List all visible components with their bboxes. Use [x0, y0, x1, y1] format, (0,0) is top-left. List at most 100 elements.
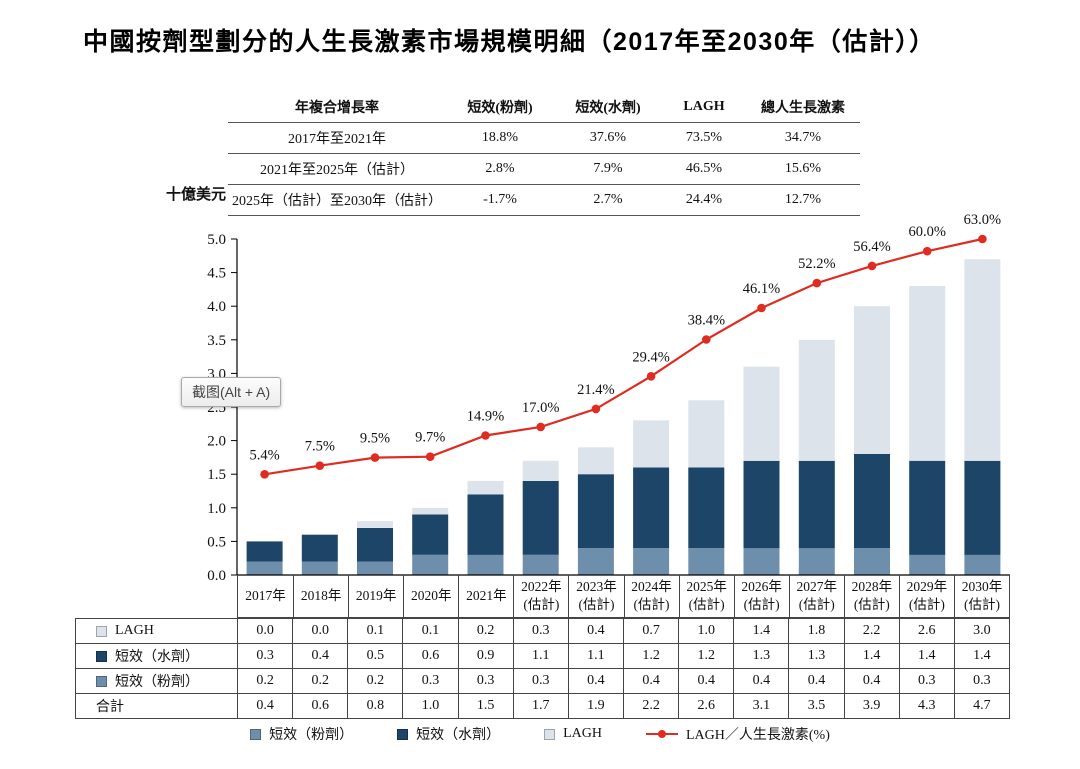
cagr-value-cell: 73.5% — [662, 122, 746, 154]
legend-swatch — [397, 728, 409, 740]
data-table-cell: 2.2 — [844, 619, 900, 644]
cagr-value-cell: 15.6% — [746, 153, 860, 185]
line-point — [260, 470, 269, 479]
cagr-value-cell: 2.8% — [446, 153, 554, 185]
line-point-label: 63.0% — [964, 212, 1001, 228]
year-axis-label: 2029年 (估計) — [898, 575, 954, 617]
data-table-cell: 0.2 — [348, 669, 404, 694]
chart-title: 中國按劑型劃分的人生長激素市場規模明細（2017年至2030年（估計）） — [83, 28, 936, 56]
year-axis-label: 2028年 (估計) — [843, 575, 899, 617]
legend-label: LAGH／人生長激素(%) — [686, 728, 830, 743]
line-point — [757, 303, 766, 313]
data-table-cell: 3.0 — [954, 619, 1010, 644]
data-table-row-label: 短效（粉劑） — [76, 669, 238, 694]
bar-segment — [798, 548, 835, 575]
year-axis-label: 2030年 (估計) — [953, 575, 1009, 617]
data-table-cell: 2.2 — [623, 694, 680, 719]
data-table-cell: 2.6 — [899, 619, 955, 644]
year-axis-label: 2022年 (估計) — [513, 575, 568, 617]
bar-segment — [522, 480, 559, 555]
cagr-body: 2017年至2021年 18.8% 37.6% 73.5% 34.7% 2021年至202… — [228, 122, 860, 216]
y-tick-label: 3.5 — [207, 333, 226, 349]
legend-item: LAGH — [544, 726, 602, 742]
year-axis-label: 2024年 (估計) — [623, 575, 679, 617]
data-table-cell: 1.0 — [679, 619, 735, 644]
screenshot-tooltip[interactable]: 截图(Alt + A) — [181, 377, 282, 407]
year-axis-label: 2026年 (估計) — [733, 575, 789, 617]
data-table-cell: 0.2 — [458, 619, 514, 644]
data-table-cell: 4.7 — [954, 694, 1010, 719]
data-table-cell: 0.3 — [458, 669, 514, 694]
year-axis-label: 2023年 (估計) — [568, 575, 623, 617]
bar-segment — [412, 554, 449, 575]
line-point-label: 5.4% — [249, 447, 279, 463]
cagr-header-cell: 總人生長激素 — [746, 92, 860, 123]
data-table-row: 合計 0.4 0.6 0.8 1.0 1.5 1.7 1.9 2.2 2.6 3.1 3.5 3.9 4.… — [76, 694, 1010, 719]
data-table-cell: 0.4 — [844, 669, 900, 694]
y-tick-label: 0.5 — [207, 534, 226, 550]
cagr-value-cell: 7.9% — [554, 153, 662, 185]
legend-label: LAGH — [563, 726, 602, 741]
year-axis-label: 2021年 — [458, 575, 513, 617]
bar-segment — [467, 554, 504, 575]
data-table-cell: 0.4 — [789, 669, 845, 694]
data-table-cell: 0.9 — [458, 644, 514, 669]
line-point — [978, 234, 987, 244]
line-point — [867, 261, 877, 271]
data-table-cell: 0.3 — [513, 669, 569, 694]
line-point-label: 38.4% — [688, 313, 725, 329]
legend-label: 短效（粉劑） — [269, 728, 354, 743]
bar-segment — [798, 460, 835, 549]
data-table-cell: 0.3 — [954, 669, 1010, 694]
bar-segment — [854, 306, 890, 454]
line-point — [481, 431, 490, 440]
y-tick-label: 4.5 — [207, 266, 226, 282]
bar-segment — [688, 548, 725, 575]
data-table-cell: 2.6 — [679, 694, 735, 719]
cagr-row-label: 2021年至2025年（估計） — [228, 153, 446, 185]
legend-item: 短效（水劑） — [397, 724, 500, 744]
data-table-cell: 1.2 — [623, 644, 680, 669]
bar-segment — [577, 474, 614, 549]
bar-segment — [357, 521, 393, 528]
cagr-value-cell: 12.7% — [746, 184, 860, 216]
line-point — [812, 278, 822, 288]
data-table-cell: 1.4 — [734, 619, 790, 644]
y-tick-label: 1.0 — [207, 501, 226, 517]
line-point-label: 17.0% — [522, 400, 559, 416]
row-label-text: 短效（水劑） — [115, 650, 199, 665]
data-table-cell: 0.3 — [513, 619, 569, 644]
y-tick-label: 1.5 — [207, 467, 226, 483]
data-table-cell: 1.0 — [403, 694, 459, 719]
cagr-value-cell: 34.7% — [746, 122, 860, 154]
data-table-cell: 0.4 — [293, 644, 349, 669]
line-point-label: 21.4% — [577, 382, 614, 398]
data-table-cell: 1.7 — [513, 694, 569, 719]
cagr-header-cell: LAGH — [662, 92, 746, 123]
series-swatch — [96, 625, 107, 637]
data-table-cell: 0.4 — [238, 694, 294, 719]
bar-segment — [357, 528, 393, 562]
cagr-value-cell: 46.5% — [662, 153, 746, 185]
line-point — [646, 372, 656, 381]
line-point — [425, 452, 435, 462]
cagr-row-label: 2017年至2021年 — [228, 122, 446, 154]
data-table-cell: 0.0 — [238, 619, 294, 644]
year-axis-label: 2025年 (估計) — [678, 575, 734, 617]
data-table-cell: 1.3 — [734, 644, 790, 669]
bar-segment — [412, 507, 449, 515]
data-table-cell: 0.4 — [568, 619, 624, 644]
data-table-cell: 0.4 — [568, 669, 624, 694]
legend-line-dot — [658, 729, 666, 738]
bar-segment — [743, 548, 780, 575]
legend-item: 短效（粉劑） — [250, 724, 353, 744]
line-point-label: 46.1% — [743, 281, 780, 297]
cagr-table: 年複合增長率 短效(粉劑) 短效(水劑) LAGH 總人生長激素 2017年至2021年… — [228, 92, 860, 216]
y-tick-label: 0.0 — [207, 568, 226, 584]
line-point — [536, 422, 545, 432]
legend-label: 短效（水劑） — [416, 728, 501, 743]
bar-segment — [246, 561, 283, 575]
bar-segment — [301, 561, 338, 575]
